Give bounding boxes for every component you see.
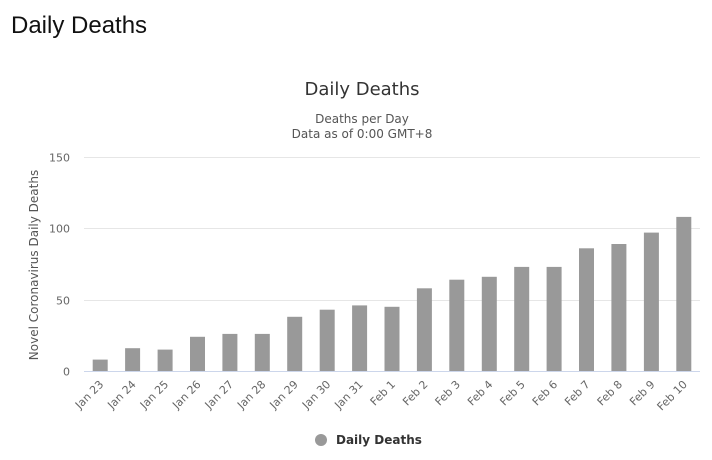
x-tick-label: Feb 2 (400, 378, 430, 408)
bars (92, 216, 692, 371)
bar[interactable] (449, 279, 465, 371)
bar[interactable] (416, 288, 432, 371)
y-tick-label: 50 (56, 295, 70, 308)
bar[interactable] (352, 305, 368, 371)
x-tick-label: Feb 7 (562, 378, 592, 408)
bar[interactable] (92, 359, 108, 371)
y-tick-label: 100 (49, 223, 70, 236)
grid-lines (84, 157, 700, 301)
x-tick-label: Jan 26 (169, 378, 203, 412)
bar[interactable] (579, 248, 594, 371)
x-tick-label: Feb 4 (465, 378, 495, 408)
bar[interactable] (222, 333, 238, 371)
bar[interactable] (190, 336, 205, 371)
bar[interactable] (384, 306, 400, 371)
y-tick-labels: 0 50 100 150 (49, 152, 70, 379)
chart-title: Daily Deaths (304, 79, 419, 100)
legend-label[interactable]: Daily Deaths (336, 433, 422, 447)
x-tick-label: Feb 8 (595, 378, 625, 408)
y-axis-label: Novel Coronavirus Daily Deaths (27, 170, 41, 360)
legend-marker[interactable] (315, 434, 327, 446)
bar[interactable] (125, 348, 141, 371)
bar[interactable] (481, 276, 497, 371)
x-tick-label: Jan 24 (104, 378, 138, 412)
bar[interactable] (676, 216, 692, 371)
x-tick-label: Feb 1 (368, 378, 398, 408)
x-tick-label: Feb 10 (655, 378, 690, 413)
chart-subtitle-line-2: Data as of 0:00 GMT+8 (292, 127, 433, 141)
x-tick-label: Feb 5 (497, 378, 527, 408)
page-heading: Daily Deaths (11, 12, 148, 39)
legend[interactable]: Daily Deaths (315, 433, 422, 447)
x-tick-label: Jan 29 (267, 378, 301, 412)
bar[interactable] (319, 309, 335, 371)
bar[interactable] (546, 266, 562, 371)
y-tick-label: 150 (49, 152, 70, 165)
bar[interactable] (514, 266, 530, 371)
x-tick-label: Jan 25 (137, 378, 171, 412)
chart-subtitle-line-1: Deaths per Day (315, 112, 409, 126)
y-tick-label: 0 (63, 366, 70, 379)
bar[interactable] (287, 316, 303, 371)
x-tick-label: Jan 30 (299, 378, 333, 412)
x-tick-label: Jan 28 (234, 378, 268, 412)
bar[interactable] (643, 232, 659, 371)
x-tick-label: Jan 31 (331, 378, 365, 412)
x-tick-label: Jan 23 (72, 378, 106, 412)
x-tick-label: Jan 27 (202, 378, 236, 412)
bar[interactable] (157, 349, 173, 371)
bar[interactable] (254, 333, 270, 371)
x-tick-label: Feb 3 (433, 378, 463, 408)
bar[interactable] (611, 244, 627, 371)
x-tick-label: Feb 9 (627, 378, 657, 408)
x-tick-label: Feb 6 (530, 378, 560, 408)
